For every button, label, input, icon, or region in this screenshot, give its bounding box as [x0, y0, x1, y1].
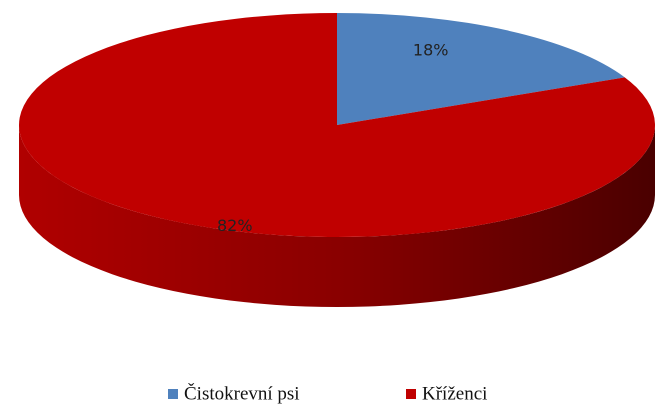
pie-slice: [18, 13, 655, 237]
legend-label: Čistokrevní psi: [184, 382, 300, 404]
pie-side: [19, 125, 655, 307]
data-label: 18%: [413, 40, 449, 59]
legend-swatch: [168, 389, 178, 399]
legend-swatch: [406, 389, 416, 399]
pie-slice: [337, 13, 625, 125]
legend-label: Kříženci: [422, 383, 487, 404]
data-label: 82%: [217, 216, 253, 235]
